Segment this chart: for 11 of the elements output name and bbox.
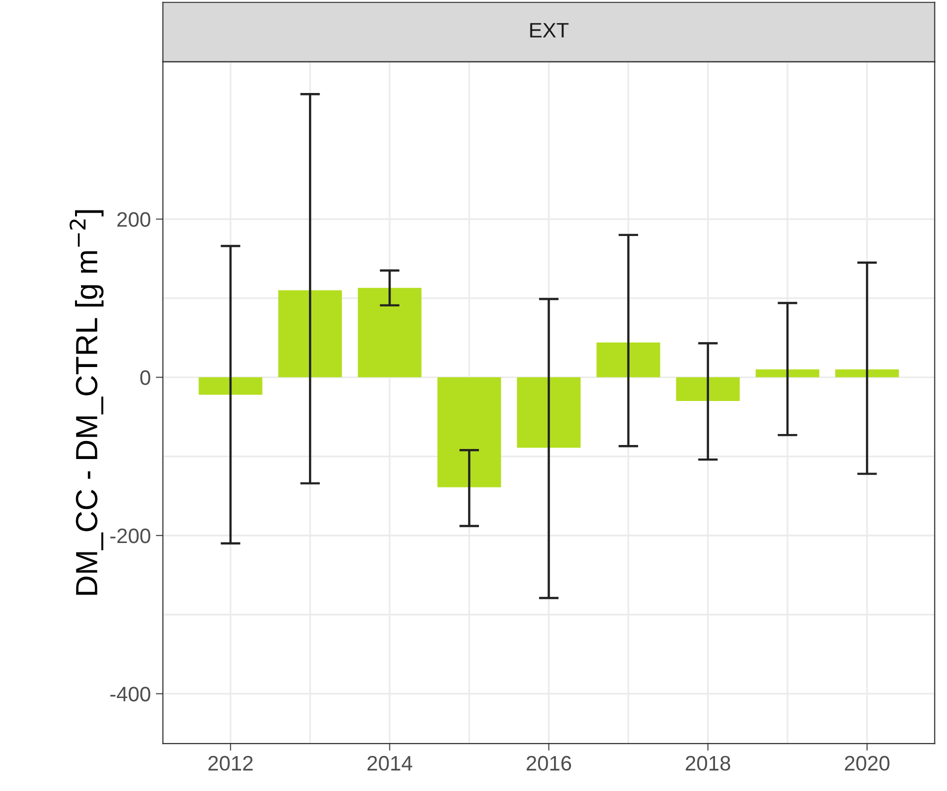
- x-tick-label: 2020: [844, 756, 890, 771]
- y-tick-label: 0: [140, 370, 150, 386]
- y-axis-title: DM_CC - DM_CTRL [g m$^{−2}$]: [70, 210, 104, 595]
- x-tick-label: 2014: [368, 756, 412, 771]
- x-tick-label: 2018: [686, 756, 730, 771]
- y-tick-label: -200: [110, 528, 150, 544]
- chart-title: EXT: [530, 23, 569, 38]
- x-tick-label: 2016: [526, 756, 572, 771]
- y-tick-label: 200: [117, 212, 150, 227]
- y-tick-label: -400: [110, 686, 150, 702]
- x-tick-label: 2012: [208, 756, 253, 771]
